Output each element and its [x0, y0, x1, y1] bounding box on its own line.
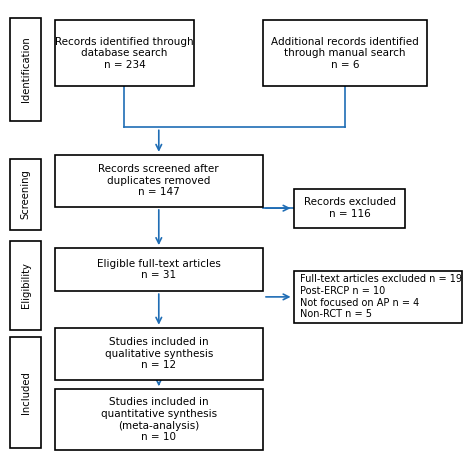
Text: Studies included in
quantitative synthesis
(meta-analysis)
n = 10: Studies included in quantitative synthes… [101, 397, 217, 442]
Text: Eligible full-text articles
n = 31: Eligible full-text articles n = 31 [97, 259, 221, 280]
Text: Eligibility: Eligibility [21, 263, 31, 308]
FancyBboxPatch shape [10, 159, 41, 230]
FancyBboxPatch shape [55, 155, 263, 207]
FancyBboxPatch shape [55, 20, 194, 86]
FancyBboxPatch shape [55, 248, 263, 291]
Text: Included: Included [21, 371, 31, 414]
Text: Identification: Identification [21, 36, 31, 102]
Text: Full-text articles excluded n = 19
Post-ERCP n = 10
Not focused on AP n = 4
Non-: Full-text articles excluded n = 19 Post-… [300, 274, 462, 319]
Text: Records excluded
n = 116: Records excluded n = 116 [303, 197, 396, 219]
FancyBboxPatch shape [294, 189, 405, 228]
FancyBboxPatch shape [55, 389, 263, 450]
FancyBboxPatch shape [294, 271, 462, 323]
Text: Screening: Screening [21, 170, 31, 219]
FancyBboxPatch shape [10, 18, 41, 121]
FancyBboxPatch shape [263, 20, 427, 86]
Text: Studies included in
qualitative synthesis
n = 12: Studies included in qualitative synthesi… [105, 337, 213, 370]
Text: Records screened after
duplicates removed
n = 147: Records screened after duplicates remove… [99, 164, 219, 197]
FancyBboxPatch shape [10, 241, 41, 330]
FancyBboxPatch shape [10, 337, 41, 448]
Text: Records identified through
database search
n = 234: Records identified through database sear… [55, 37, 194, 70]
Text: Additional records identified
through manual search
n = 6: Additional records identified through ma… [271, 37, 419, 70]
FancyBboxPatch shape [55, 328, 263, 380]
